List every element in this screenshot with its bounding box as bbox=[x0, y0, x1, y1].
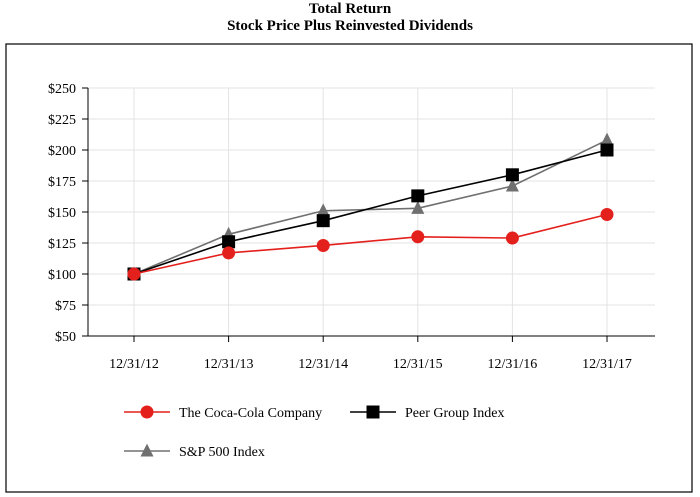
x-tick-label: 12/31/15 bbox=[393, 357, 443, 372]
data-point bbox=[316, 238, 330, 252]
data-point bbox=[222, 235, 236, 249]
data-point bbox=[127, 267, 141, 281]
legend-marker bbox=[366, 405, 380, 419]
chart-frame bbox=[5, 43, 693, 493]
y-tick-label: $75 bbox=[55, 299, 76, 314]
series-line bbox=[133, 149, 608, 275]
legend-label: S&P 500 Index bbox=[179, 445, 265, 460]
data-point bbox=[505, 231, 519, 245]
data-point bbox=[505, 178, 519, 192]
data-point bbox=[411, 200, 425, 214]
x-tick-label: 12/31/16 bbox=[488, 357, 538, 372]
chart-title: Total Return bbox=[308, 1, 392, 17]
legend-item: The Coca-Cola Company bbox=[124, 405, 322, 421]
series-line bbox=[133, 139, 608, 275]
series-circle bbox=[127, 207, 614, 281]
series-square bbox=[127, 143, 614, 281]
x-tick-label: 12/31/13 bbox=[204, 357, 254, 372]
y-tick-label: $125 bbox=[48, 237, 76, 252]
y-tick-label: $175 bbox=[48, 175, 76, 190]
data-point bbox=[316, 203, 330, 217]
grid-lines bbox=[88, 87, 655, 336]
legend-label: Peer Group Index bbox=[405, 406, 505, 421]
data-point bbox=[411, 189, 425, 203]
x-tick-label: 12/31/17 bbox=[582, 357, 632, 372]
chart-titles: Total Return Stock Price Plus Reinvested… bbox=[0, 0, 700, 35]
legend-item: Peer Group Index bbox=[350, 405, 505, 421]
y-axis-ticks: $50 $75 $100 $125 $150 $175 $200 $225 $250 bbox=[48, 82, 88, 345]
legend-item: S&P 500 Index bbox=[124, 443, 265, 460]
series-line bbox=[133, 213, 608, 275]
data-point bbox=[222, 246, 236, 260]
legend: The Coca-Cola Company Peer Group Index S&P… bbox=[124, 405, 505, 460]
data-point bbox=[600, 207, 614, 221]
data-point bbox=[316, 214, 330, 228]
y-tick-label: $200 bbox=[48, 144, 76, 159]
legend-marker bbox=[140, 443, 154, 457]
legend-marker bbox=[140, 405, 154, 419]
x-axis-ticks: 12/31/12 12/31/13 12/31/14 12/31/15 12/31/16… bbox=[109, 336, 632, 372]
legend-label: The Coca-Cola Company bbox=[179, 406, 322, 421]
y-tick-label: $50 bbox=[55, 330, 76, 345]
data-point bbox=[600, 132, 614, 146]
y-tick-label: $100 bbox=[48, 268, 76, 283]
chart-subtitle: Stock Price Plus Reinvested Dividends bbox=[227, 18, 473, 34]
series-triangle bbox=[127, 132, 614, 280]
y-tick-label: $150 bbox=[48, 206, 76, 221]
y-tick-label: $225 bbox=[48, 113, 76, 128]
series-group bbox=[127, 132, 614, 281]
data-point bbox=[411, 230, 425, 244]
data-point bbox=[600, 143, 614, 157]
x-tick-label: 12/31/14 bbox=[298, 357, 348, 372]
y-tick-label: $250 bbox=[48, 82, 76, 97]
data-point bbox=[505, 168, 519, 182]
x-tick-label: 12/31/12 bbox=[109, 357, 159, 372]
